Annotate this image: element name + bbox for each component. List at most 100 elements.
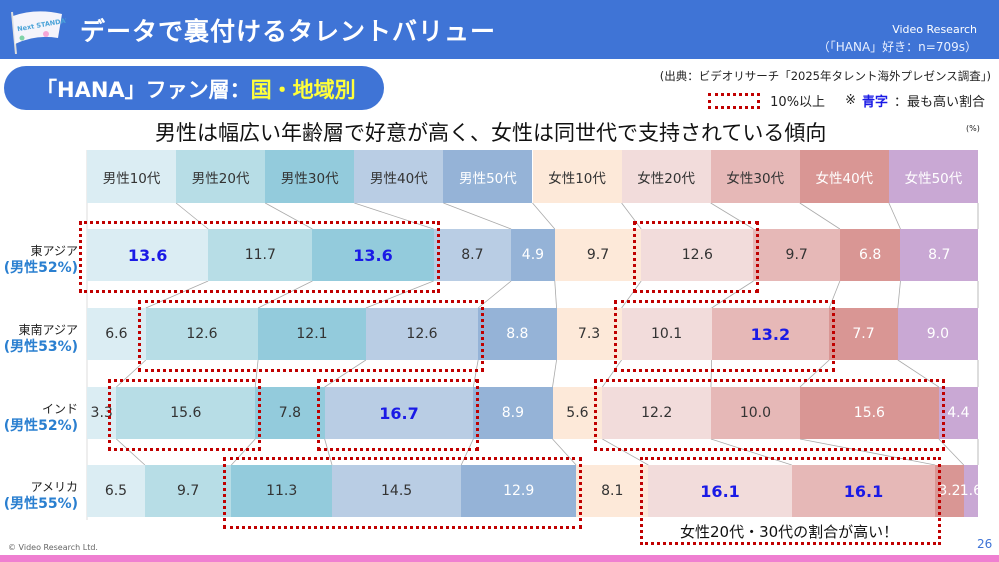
connector-line bbox=[897, 280, 901, 309]
copyright: © Video Research Ltd. bbox=[8, 543, 98, 552]
bar-segment-女性50代: 9.0 bbox=[897, 308, 978, 360]
bar-segment-女性40代: 7.7 bbox=[829, 308, 898, 360]
bar-segment-女性30代: 10.0 bbox=[710, 387, 800, 439]
legend: 10%以上 ※ 青字 ：最も高い割合 bbox=[708, 91, 985, 110]
region-name: 東アジア bbox=[30, 244, 78, 258]
bar-segment-男性10代: 3.3 bbox=[87, 387, 117, 439]
bar-segment-男性20代: 9.7 bbox=[144, 465, 232, 517]
row-label: アメリカ (男性55%) bbox=[0, 479, 78, 513]
connector-line bbox=[621, 280, 642, 309]
connector-line bbox=[799, 359, 830, 388]
connector-line bbox=[897, 359, 940, 388]
bar-segment-男性50代: 12.9 bbox=[461, 465, 577, 517]
header-cell-男性50代: 男性50代 bbox=[443, 150, 533, 203]
connector-line bbox=[460, 438, 474, 466]
row-label: インド (男性52%) bbox=[0, 401, 78, 435]
connector-line bbox=[354, 202, 434, 230]
connector-line bbox=[602, 359, 622, 388]
connector-line bbox=[888, 202, 901, 230]
bar-segment-男性30代: 7.8 bbox=[255, 387, 325, 439]
bar-segment-男性20代: 11.7 bbox=[208, 229, 313, 281]
bar-segment-男性40代: 14.5 bbox=[332, 465, 462, 517]
connector-line bbox=[324, 438, 333, 466]
bar-segment-男性10代: 6.6 bbox=[87, 308, 146, 360]
connector-line bbox=[324, 359, 367, 388]
footer-bar bbox=[0, 555, 999, 562]
header-cell-女性50代: 女性50代 bbox=[888, 150, 978, 203]
page-number: 26 bbox=[977, 537, 993, 551]
unit-label: (%) bbox=[966, 124, 980, 133]
connector-line bbox=[477, 280, 512, 309]
bar-segment-男性10代: 6.5 bbox=[87, 465, 145, 517]
connector-line bbox=[552, 359, 557, 388]
connector-line bbox=[799, 202, 841, 230]
connector-line bbox=[554, 280, 557, 309]
source-note: (出典：ビデオリサーチ「2025年タレント海外プレゼンス調査」) bbox=[659, 69, 991, 83]
next-standard-flag-logo: Next STANDARD bbox=[11, 11, 66, 54]
row-label: 東アジア (男性52%) bbox=[0, 243, 78, 277]
male-share: (男性53%) bbox=[3, 339, 78, 355]
connector-line bbox=[472, 359, 479, 388]
bar-segment-男性20代: 15.6 bbox=[116, 387, 256, 439]
bar-segment-男性40代: 8.7 bbox=[433, 229, 512, 281]
section-highlight: 国・地域別 bbox=[250, 78, 356, 102]
bar-segment-男性30代: 13.6 bbox=[312, 229, 434, 281]
connector-line bbox=[602, 438, 649, 466]
section-heading: 「HANA」ファン層：国・地域別 bbox=[4, 66, 384, 110]
bar-segment-男性20代: 12.6 bbox=[145, 308, 259, 360]
bar-segment-女性20代: 12.6 bbox=[641, 229, 754, 281]
bar-segment-女性10代: 8.1 bbox=[576, 465, 649, 517]
header-cell-男性40代: 男性40代 bbox=[354, 150, 444, 203]
bar-segment-女性10代: 9.7 bbox=[554, 229, 642, 281]
bar-segment-女性10代: 7.3 bbox=[556, 308, 622, 360]
male-share: (男性52%) bbox=[3, 260, 78, 276]
header-cell-男性10代: 男性10代 bbox=[87, 150, 177, 203]
connector-line bbox=[710, 359, 712, 388]
bar-segment-男性30代: 11.3 bbox=[231, 465, 332, 517]
bar-segment-男性50代: 8.9 bbox=[473, 387, 553, 439]
bar-segment-女性30代: 16.1 bbox=[791, 465, 936, 517]
connector-line bbox=[938, 438, 965, 466]
connector-line bbox=[443, 202, 512, 230]
connector-line bbox=[265, 202, 313, 230]
video-research-logo: Video Research bbox=[892, 23, 977, 36]
bar-segment-男性40代: 16.7 bbox=[324, 387, 474, 439]
bar-segment-男性50代: 8.8 bbox=[478, 308, 557, 360]
region-name: 東南アジア bbox=[18, 323, 78, 337]
connector-line bbox=[116, 359, 147, 388]
connector-line bbox=[711, 280, 754, 309]
header-cell-男性30代: 男性30代 bbox=[265, 150, 355, 203]
connector-line bbox=[621, 202, 642, 230]
bar-segment-女性50代: 4.4 bbox=[938, 387, 978, 439]
bar-segment-女性20代: 12.2 bbox=[602, 387, 711, 439]
connector-line bbox=[365, 280, 434, 309]
header-cell-女性20代: 女性20代 bbox=[621, 150, 711, 203]
connector-line bbox=[552, 438, 577, 466]
header-cell-女性10代: 女性10代 bbox=[532, 150, 622, 203]
bar-segment-男性10代: 13.6 bbox=[87, 229, 209, 281]
sample-size: （「HANA」好き：n=709s） bbox=[817, 40, 977, 54]
bar-segment-女性30代: 9.7 bbox=[753, 229, 840, 281]
male-share: (男性55%) bbox=[3, 496, 78, 512]
connector-line bbox=[532, 202, 556, 230]
legend-note-prefix: ※ bbox=[845, 93, 856, 108]
section-label: 「HANA」ファン層： bbox=[36, 78, 251, 102]
bar-segment-女性10代: 5.6 bbox=[552, 387, 603, 439]
connector-line bbox=[257, 280, 313, 309]
legend-note-suffix: ：最も高い割合 bbox=[893, 95, 985, 110]
legend-box-label: 10%以上 bbox=[770, 95, 826, 110]
bar-segment-男性50代: 4.9 bbox=[511, 229, 555, 281]
header-cell-女性40代: 女性40代 bbox=[799, 150, 889, 203]
chart-title: 男性は幅広い年齢層で好意が高く、女性は同世代で支持されている傾向 bbox=[155, 121, 827, 145]
bar-segment-女性40代: 15.6 bbox=[799, 387, 939, 439]
legend-blue-word: 青字 bbox=[861, 95, 888, 110]
dotted-box-legend-icon bbox=[708, 92, 761, 109]
row-label: 東南アジア (男性53%) bbox=[0, 322, 78, 356]
annotation-text: 女性20代・30代の割合が高い！ bbox=[680, 523, 899, 541]
page-title: データで裏付けるタレントバリュー bbox=[80, 17, 497, 46]
connector-line bbox=[828, 280, 841, 309]
region-name: インド bbox=[41, 402, 78, 416]
bar-segment-女性20代: 10.1 bbox=[621, 308, 712, 360]
male-share: (男性52%) bbox=[3, 418, 78, 434]
